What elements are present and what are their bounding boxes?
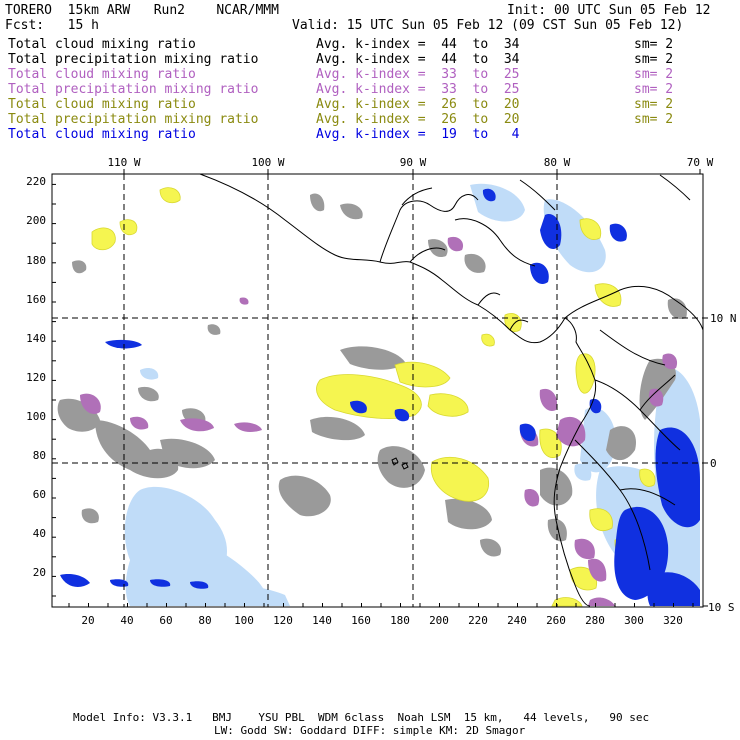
grid-x-label: 20 [81,614,94,627]
grid-x-label: 160 [351,614,371,627]
bottom-axis-labels: 20 40 60 80 100 120 140 160 180 200 220 … [81,614,683,627]
grid-y-label: 40 [33,527,46,540]
legend-row-6-sm: sm= 2 [634,112,674,127]
footer-model-info: Model Info: V3.3.1 BMJ YSU PBL WDM 6clas… [73,711,650,724]
grid-y-label: 60 [33,488,46,501]
blue-cloud-areas [60,188,700,606]
legend-row-4-field: Total precipitation mixing ratio [8,82,259,97]
legend-row-2-sm: sm= 2 [634,52,674,67]
header-init-time: Init: 00 UTC Sun 05 Feb 12 [507,3,711,18]
grid-x-label: 200 [429,614,449,627]
lon-label-70w: 70 W [687,156,714,169]
lon-label-80w: 80 W [544,156,571,169]
legend-row-3-index: Avg. k-index = 33 to 25 [316,67,520,82]
grid-x-label: 260 [546,614,566,627]
footer-physics-info: LW: Godd SW: Goddard DIFF: simple KM: 2D… [214,724,526,737]
grid-y-label: 80 [33,449,46,462]
lat-label-0: 0 [710,457,717,470]
lon-label-90w: 90 W [400,156,427,169]
legend-row-4-sm: sm= 2 [634,82,674,97]
grid-x-label: 180 [390,614,410,627]
header-forecast-hour: Fcst: 15 h [5,18,99,33]
legend-row-2-index: Avg. k-index = 44 to 34 [316,52,520,67]
legend-row-7-index: Avg. k-index = 19 to 4 [316,127,520,142]
grid-y-label: 100 [26,410,46,423]
legend-row-3-field: Total cloud mixing ratio [8,67,196,82]
right-axis-labels: 10 N 0 10 S [708,312,737,614]
grid-x-label: 40 [120,614,133,627]
lon-label-100w: 100 W [251,156,284,169]
map-frame [51,173,704,608]
legend-row-4-index: Avg. k-index = 33 to 25 [316,82,520,97]
legend-row-7-field: Total cloud mixing ratio [8,127,196,142]
grid-x-label: 220 [468,614,488,627]
lon-label-110w: 110 W [107,156,140,169]
legend-row-1-sm: sm= 2 [634,37,674,52]
legend-row-6-index: Avg. k-index = 26 to 20 [316,112,520,127]
left-axis-labels: 220 200 180 160 140 120 100 80 60 40 20 [26,175,46,579]
grid-y-label: 160 [26,293,46,306]
grid-x-label: 320 [663,614,683,627]
legend-row-1-index: Avg. k-index = 44 to 34 [316,37,520,52]
grid-y-label: 180 [26,254,46,267]
top-axis-labels: 110 W 100 W 90 W 80 W 70 W [107,156,713,169]
grid-x-label: 80 [198,614,211,627]
grid-x-label: 140 [312,614,332,627]
header-valid-time: Valid: 15 UTC Sun 05 Feb 12 (09 CST Sun … [292,18,684,33]
legend-row-2-field: Total precipitation mixing ratio [8,52,259,67]
axis-tick-marks [52,169,708,607]
grid-x-label: 300 [624,614,644,627]
legend-row-3-sm: sm= 2 [634,67,674,82]
legend-row-5-index: Avg. k-index = 26 to 20 [316,97,520,112]
grid-y-label: 20 [33,566,46,579]
legend-row-6-field: Total precipitation mixing ratio [8,112,259,127]
graticule [52,174,703,607]
grid-x-label: 240 [507,614,527,627]
grid-y-label: 140 [26,332,46,345]
legend-row-5-field: Total cloud mixing ratio [8,97,196,112]
grid-y-label: 200 [26,214,46,227]
grid-y-label: 220 [26,175,46,188]
header-model-title: TORERO 15km ARW Run2 NCAR/MMM [5,3,279,18]
legend-row-1-field: Total cloud mixing ratio [8,37,196,52]
cloud-field-layer [57,183,700,607]
lat-label-10n: 10 N [710,312,737,325]
grid-y-label: 120 [26,371,46,384]
grid-x-label: 120 [273,614,293,627]
legend-row-5-sm: sm= 2 [634,97,674,112]
grid-x-label: 100 [234,614,254,627]
grid-x-label: 60 [159,614,172,627]
lat-label-10s: 10 S [708,601,735,614]
grid-x-label: 280 [585,614,605,627]
